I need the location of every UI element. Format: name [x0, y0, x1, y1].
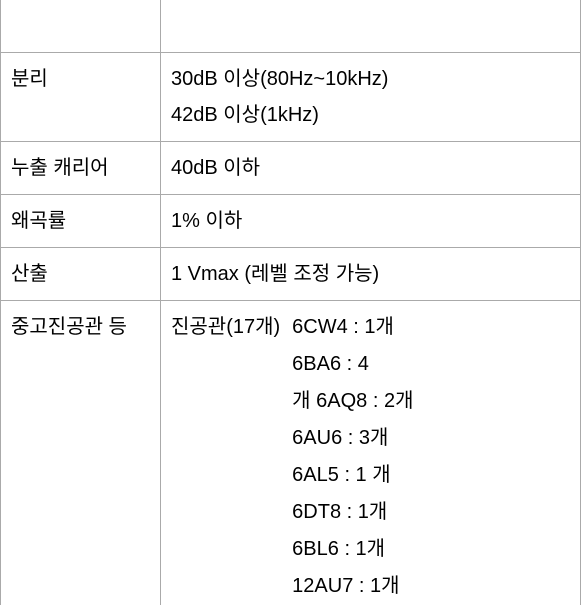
separation-label: 분리: [1, 53, 161, 142]
tube-item: 12AU7 : 1개: [292, 568, 413, 605]
table-row-carrier: 누출 캐리어 40dB 이하: [1, 142, 581, 195]
output-label: 산출: [1, 248, 161, 301]
tube-item: 6AU6 : 3개: [292, 420, 413, 457]
carrier-value: 40dB 이하: [161, 142, 581, 195]
tube-item: 6AL5 : 1 개: [292, 457, 413, 494]
tubes-inner: 진공관(17개) 6CW4 : 1개 6BA6 : 4 개 6AQ8 : 2개 …: [161, 301, 580, 605]
spec-table: 분리 30dB 이상(80Hz~10kHz) 42dB 이상(1kHz) 누출 …: [0, 0, 581, 605]
distortion-label: 왜곡률: [1, 195, 161, 248]
table-row-tubes: 중고진공관 등 진공관(17개) 6CW4 : 1개 6BA6 : 4 개 6A…: [1, 301, 581, 605]
tubes-sublabel: 진공관(17개): [161, 301, 288, 353]
table-row-separation: 분리 30dB 이상(80Hz~10kHz) 42dB 이상(1kHz): [1, 53, 581, 142]
tube-item: 개 6AQ8 : 2개: [292, 383, 413, 420]
table-row-partial-top: [1, 0, 581, 53]
separation-line2: 42dB 이상(1kHz): [171, 97, 570, 133]
tubes-list: 6CW4 : 1개 6BA6 : 4 개 6AQ8 : 2개 6AU6 : 3개…: [288, 301, 423, 605]
separation-value: 30dB 이상(80Hz~10kHz) 42dB 이상(1kHz): [161, 53, 581, 142]
carrier-label: 누출 캐리어: [1, 142, 161, 195]
separation-line1: 30dB 이상(80Hz~10kHz): [171, 61, 570, 97]
tubes-value-cell: 진공관(17개) 6CW4 : 1개 6BA6 : 4 개 6AQ8 : 2개 …: [161, 301, 581, 605]
tubes-label: 중고진공관 등: [1, 301, 161, 605]
output-value: 1 Vmax (레벨 조정 가능): [161, 248, 581, 301]
tube-item: 6BL6 : 1개: [292, 531, 413, 568]
partial-label-cell: [1, 0, 161, 53]
tube-item: 6CW4 : 1개: [292, 309, 413, 346]
partial-value-cell: [161, 0, 581, 53]
table-row-distortion: 왜곡률 1% 이하: [1, 195, 581, 248]
distortion-value: 1% 이하: [161, 195, 581, 248]
tube-item: 6DT8 : 1개: [292, 494, 413, 531]
tube-item: 6BA6 : 4: [292, 346, 413, 383]
table-row-output: 산출 1 Vmax (레벨 조정 가능): [1, 248, 581, 301]
